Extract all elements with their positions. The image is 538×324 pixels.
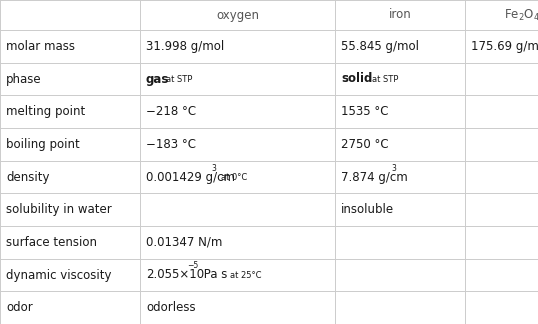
Text: at 0°C: at 0°C bbox=[221, 172, 247, 181]
Text: −218 °C: −218 °C bbox=[146, 105, 196, 118]
Text: oxygen: oxygen bbox=[216, 8, 259, 21]
Text: molar mass: molar mass bbox=[6, 40, 75, 53]
Text: 2.055×10: 2.055×10 bbox=[146, 269, 204, 282]
Text: boiling point: boiling point bbox=[6, 138, 80, 151]
Text: 2750 °C: 2750 °C bbox=[341, 138, 388, 151]
Text: at STP: at STP bbox=[166, 75, 193, 84]
Text: 0.01347 N/m: 0.01347 N/m bbox=[146, 236, 222, 249]
Text: density: density bbox=[6, 170, 49, 183]
Text: melting point: melting point bbox=[6, 105, 85, 118]
Text: −183 °C: −183 °C bbox=[146, 138, 196, 151]
Text: 3: 3 bbox=[391, 164, 396, 173]
Text: solubility in water: solubility in water bbox=[6, 203, 112, 216]
Text: 31.998 g/mol: 31.998 g/mol bbox=[146, 40, 224, 53]
Text: 7.874 g/cm: 7.874 g/cm bbox=[341, 170, 408, 183]
Text: 3: 3 bbox=[211, 164, 216, 173]
Text: 55.845 g/mol: 55.845 g/mol bbox=[341, 40, 419, 53]
Text: Fe$_2$O$_4$: Fe$_2$O$_4$ bbox=[504, 7, 538, 23]
Text: surface tension: surface tension bbox=[6, 236, 97, 249]
Text: odorless: odorless bbox=[146, 301, 196, 314]
Text: 0.001429 g/cm: 0.001429 g/cm bbox=[146, 170, 235, 183]
Text: odor: odor bbox=[6, 301, 33, 314]
Text: at STP: at STP bbox=[372, 75, 399, 84]
Text: 175.69 g/mol: 175.69 g/mol bbox=[471, 40, 538, 53]
Text: insoluble: insoluble bbox=[341, 203, 394, 216]
Text: dynamic viscosity: dynamic viscosity bbox=[6, 269, 111, 282]
Text: phase: phase bbox=[6, 73, 41, 86]
Text: 1535 °C: 1535 °C bbox=[341, 105, 388, 118]
Text: iron: iron bbox=[388, 8, 412, 21]
Text: solid: solid bbox=[341, 73, 372, 86]
Text: at 25°C: at 25°C bbox=[230, 271, 261, 280]
Text: −5: −5 bbox=[188, 261, 199, 270]
Text: gas: gas bbox=[146, 73, 169, 86]
Text: Pa s: Pa s bbox=[200, 269, 227, 282]
